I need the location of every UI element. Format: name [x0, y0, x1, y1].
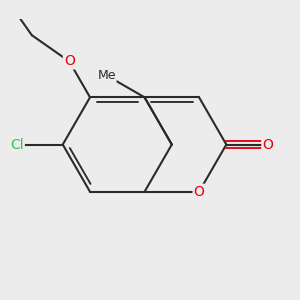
- Text: Me: Me: [98, 69, 116, 82]
- Text: O: O: [64, 54, 75, 68]
- Text: O: O: [194, 185, 205, 199]
- Text: Cl: Cl: [10, 137, 24, 152]
- Text: O: O: [262, 137, 273, 152]
